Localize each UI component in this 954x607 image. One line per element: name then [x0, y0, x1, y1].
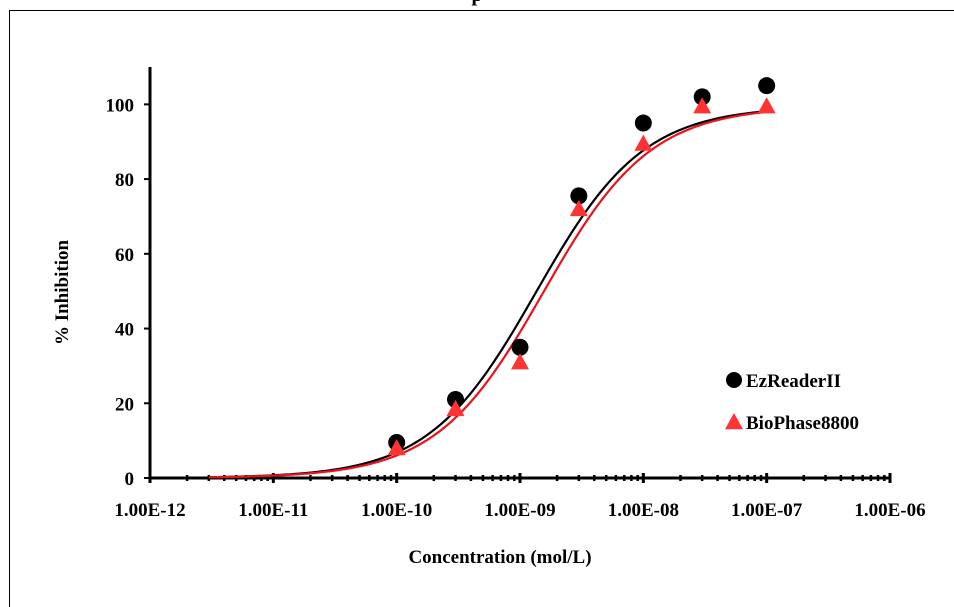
y-axis-label: % Inhibition: [52, 240, 73, 346]
data-point: [693, 88, 711, 106]
y-tick-label: 80: [115, 170, 134, 191]
data-point: [446, 399, 465, 417]
y-tick-label: 20: [115, 394, 134, 415]
x-axis-label: Concentration (mol/L): [408, 547, 591, 568]
data-point: [757, 97, 776, 114]
data-point: [634, 114, 652, 132]
data-point: [511, 338, 529, 356]
data-point: [634, 134, 653, 151]
data-point: [387, 439, 406, 456]
y-tick-label: 100: [106, 95, 135, 116]
data-point: [569, 199, 588, 217]
x-tick-label: 1.00E-07: [731, 500, 803, 521]
y-tick-label: 40: [115, 320, 134, 341]
legend-marker: [726, 372, 742, 388]
fit-curve: [208, 110, 767, 479]
data-point: [570, 187, 588, 205]
y-tick-label: 0: [125, 469, 135, 490]
chart-title-fragment: p: [0, 0, 954, 7]
x-tick-label: 1.00E-08: [608, 500, 679, 521]
legend-marker: [725, 413, 743, 430]
x-tick-label: 1.00E-11: [238, 500, 308, 521]
chart-frame: [9, 10, 954, 607]
data-point: [511, 353, 529, 370]
x-tick-label: 1.00E-12: [114, 500, 185, 521]
data-point: [693, 97, 712, 114]
legend-label: BioPhase8800: [746, 413, 859, 434]
x-tick-label: 1.00E-09: [484, 500, 555, 521]
data-point: [447, 391, 465, 409]
data-point: [758, 77, 776, 95]
legend-label: EzReaderII: [746, 371, 841, 392]
fit-curve: [208, 110, 767, 479]
x-tick-label: 1.00E-10: [361, 500, 432, 521]
x-tick-label: 1.00E-06: [854, 500, 925, 521]
y-tick-label: 60: [115, 245, 134, 266]
